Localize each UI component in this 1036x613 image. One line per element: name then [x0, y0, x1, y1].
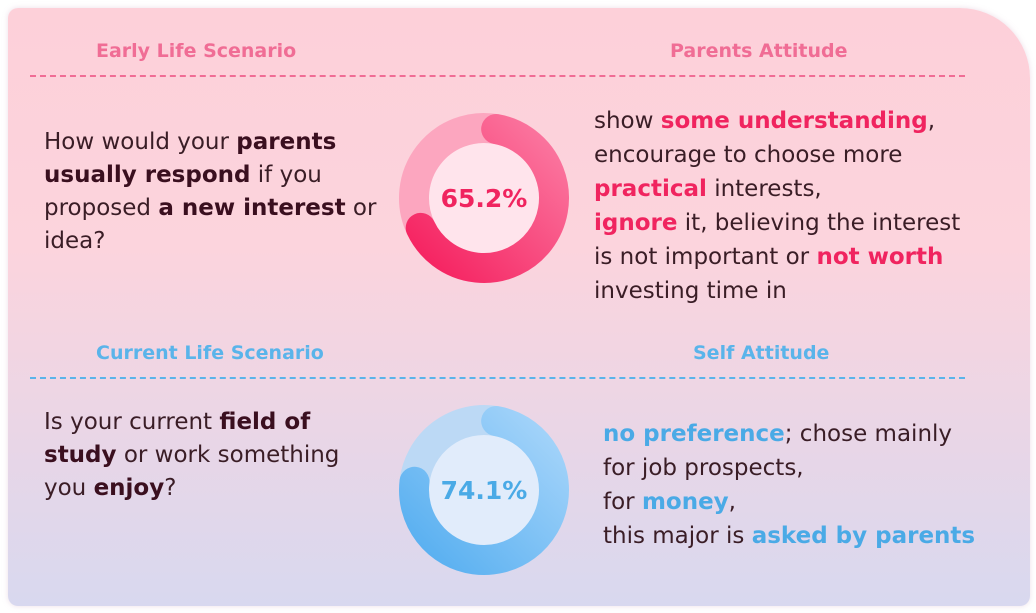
answer-line: show some understanding, — [594, 108, 936, 134]
current-donut-chart: 74.1% — [399, 405, 569, 575]
answer-line: investing time in — [594, 278, 787, 304]
answer-line: ignore it, believing the interest — [594, 210, 961, 236]
current-life-header: Current Life Scenario — [96, 342, 324, 364]
current-donut-value-arc — [399, 406, 569, 575]
early-question: How would your parents usually respond i… — [44, 129, 377, 254]
parents-attitude-header: Parents Attitude — [670, 40, 848, 62]
answer-line: for money, — [603, 489, 736, 515]
early-donut-chart: 65.2% — [399, 113, 569, 283]
answer-line: encourage to choose more — [594, 142, 903, 168]
current-divider — [30, 377, 965, 379]
early-donut-hole — [414, 128, 554, 268]
early-donut-label: 65.2% — [441, 184, 528, 213]
early-donut-rest-arc — [399, 113, 499, 235]
answer-line: no preference; chose mainly — [603, 421, 953, 447]
answer-line: practical interests, — [594, 176, 822, 202]
current-donut-hole — [414, 420, 554, 560]
early-life-header: Early Life Scenario — [96, 40, 297, 62]
current-donut-label: 74.1% — [441, 476, 528, 505]
answer-line: this major is asked by parents — [603, 523, 976, 549]
early-divider — [30, 75, 965, 77]
early-donut-value-arc — [405, 114, 569, 283]
answer-line: is not important or not worth — [594, 244, 944, 270]
current-question: Is your current field of study or work s… — [44, 409, 340, 501]
answer-line: for job prospects, — [603, 455, 804, 481]
self-attitude-answer: no preference; chose mainly for job pros… — [603, 417, 975, 553]
self-attitude-header: Self Attitude — [693, 342, 830, 364]
parents-attitude-answer: show some understanding, encourage to ch… — [594, 104, 960, 308]
